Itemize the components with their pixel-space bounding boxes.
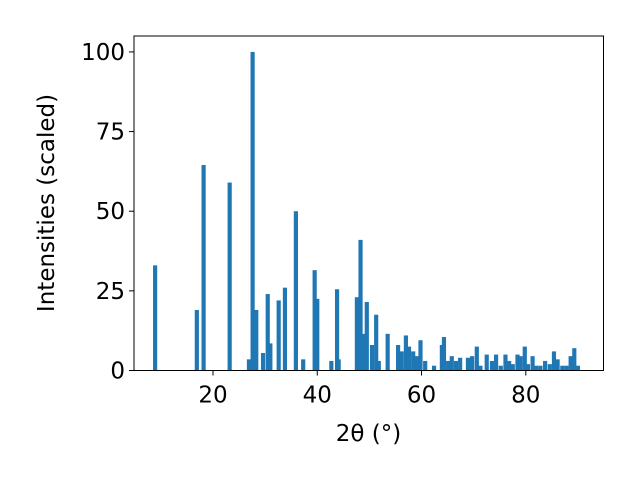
x-tick-label: 40 [303,383,332,409]
bar [194,309,199,371]
bar [201,165,206,371]
bar [403,335,408,371]
bar [478,365,483,371]
bar [414,356,419,371]
bar [474,346,479,371]
y-tick-label: 50 [96,199,125,225]
y-tick-label: 0 [110,359,125,385]
bar [555,359,560,371]
bar [361,333,366,371]
bar [376,360,381,371]
bar [276,300,281,371]
bars-group [153,51,581,371]
bar [268,343,273,371]
bar [395,345,401,371]
bar [227,182,232,371]
bar [336,359,341,371]
bar [534,365,539,371]
bar [543,360,548,371]
bar [522,346,527,371]
y-tick-label: 75 [96,120,125,146]
bar [418,340,423,371]
y-tick-label: 25 [96,279,125,305]
bar [575,365,581,371]
bar [364,302,369,371]
x-axis-label: 2θ (°) [336,421,401,447]
bar [354,297,359,371]
bar [551,351,557,371]
bar [334,289,340,371]
bar [250,51,255,371]
bar [369,345,375,371]
bar [568,356,573,371]
bar [254,309,259,371]
x-axis-ticks: 20 40 60 80 [198,370,540,409]
bar [530,356,535,371]
bar [446,360,451,371]
bar [458,357,463,371]
bar [441,337,447,371]
bar [282,287,288,371]
bar [406,346,412,371]
bar [385,333,390,371]
bar [510,364,515,371]
bar [538,365,543,371]
y-axis-ticks: 0 25 50 75 100 [81,40,134,385]
bar [470,356,475,371]
bar [312,270,317,371]
bar [315,298,320,371]
bar [329,360,334,371]
plot-frame [133,35,604,371]
x-tick-label: 20 [198,383,227,409]
bar [560,365,565,371]
bar [153,265,158,371]
bar [465,357,471,371]
bar [518,356,523,371]
bar [515,354,520,371]
bar [411,351,416,371]
bar [547,364,552,371]
bar [572,348,577,371]
bar [265,294,270,371]
bar [293,211,298,371]
bar [301,359,306,371]
bar [507,360,512,371]
bar [484,354,489,371]
bar [260,352,266,371]
bar [564,365,569,371]
bar [503,354,508,371]
bar [399,351,404,371]
bar [449,356,454,371]
bar [494,354,499,371]
bar [431,365,437,371]
bar [423,360,428,371]
bar [246,359,252,371]
bar [489,360,495,371]
bar [374,314,379,371]
bar [498,365,503,371]
x-tick-label: 80 [511,383,540,409]
y-axis-label: Intensities (scaled) [34,94,60,312]
y-tick-label: 100 [81,40,125,66]
bar [453,360,459,371]
bar [525,364,530,371]
bar [358,239,363,371]
x-tick-label: 60 [407,383,436,409]
